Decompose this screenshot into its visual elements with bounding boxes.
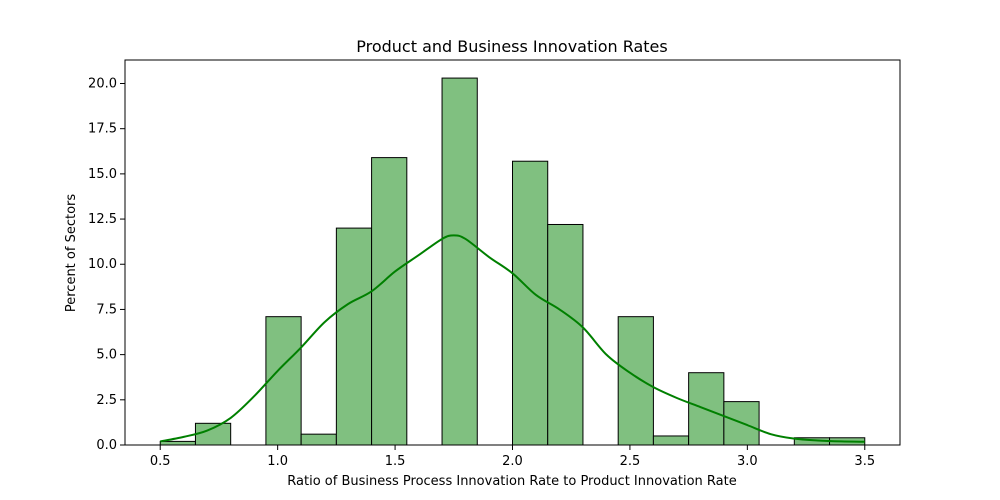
x-tick-label: 2.5 xyxy=(620,454,641,469)
y-tick-label: 10.0 xyxy=(88,257,117,272)
histogram-bar xyxy=(512,160,549,446)
y-axis-label: Percent of Sectors xyxy=(64,194,79,313)
y-tick-label: 7.5 xyxy=(96,302,117,317)
bars-layer xyxy=(159,77,866,446)
y-tick-label: 15.0 xyxy=(88,167,117,182)
x-axis-label: Ratio of Business Process Innovation Rat… xyxy=(287,474,736,489)
histogram-bar xyxy=(547,223,584,446)
y-tick-label: 2.5 xyxy=(96,393,117,408)
y-tick-label: 5.0 xyxy=(96,348,117,363)
x-tick-label: 3.5 xyxy=(854,454,875,469)
histogram-bar xyxy=(300,433,337,446)
y-tick-label: 12.5 xyxy=(88,212,117,227)
y-axis-ticks: 0.0 2.5 5.0 7.5 10.0 12.5 15.0 17.5 20.0 xyxy=(88,76,125,453)
chart-title: Product and Business Innovation Rates xyxy=(356,37,667,56)
x-tick-label: 3.0 xyxy=(737,454,758,469)
histogram-bar xyxy=(441,77,478,446)
x-tick-label: 1.0 xyxy=(267,454,288,469)
histogram-bar xyxy=(371,157,408,446)
x-axis-ticks: 0.5 1.0 1.5 2.0 2.5 3.0 3.5 xyxy=(150,445,875,469)
kde-curve-line xyxy=(160,234,865,443)
y-tick-label: 0.0 xyxy=(96,438,117,453)
histogram-bar xyxy=(617,316,654,446)
histogram-bar xyxy=(265,316,302,446)
x-tick-label: 0.5 xyxy=(150,454,171,469)
histogram-bar xyxy=(335,227,373,446)
y-tick-label: 17.5 xyxy=(88,122,117,137)
histogram-bar xyxy=(159,440,196,446)
x-tick-label: 2.0 xyxy=(502,454,523,469)
y-tick-label: 20.0 xyxy=(88,76,117,91)
histogram-bar xyxy=(652,435,690,446)
x-tick-label: 1.5 xyxy=(385,454,406,469)
histogram-bar xyxy=(194,422,232,446)
